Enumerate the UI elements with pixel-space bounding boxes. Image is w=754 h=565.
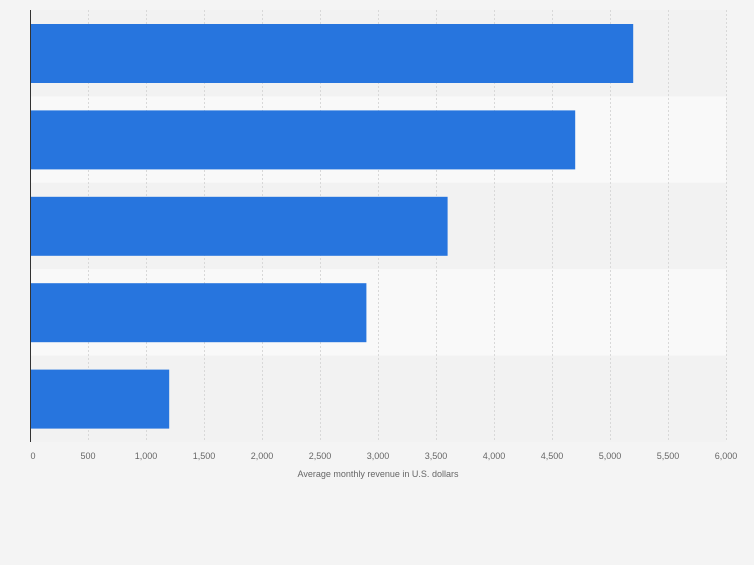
- x-tick-label: 0: [30, 451, 35, 461]
- x-tick-label: 3,500: [425, 451, 448, 461]
- bar: [30, 283, 367, 343]
- bars: [30, 24, 634, 429]
- x-tick-label: 6,000: [715, 451, 738, 461]
- x-tick-label: 5,500: [657, 451, 680, 461]
- x-tick-label: 1,500: [193, 451, 216, 461]
- bar: [30, 24, 634, 83]
- x-tick-label: 2,500: [309, 451, 332, 461]
- x-tick-label: 1,000: [135, 451, 158, 461]
- x-axis-label: Average monthly revenue in U.S. dollars: [298, 469, 459, 479]
- bar: [30, 110, 576, 170]
- x-tick-label: 4,500: [541, 451, 564, 461]
- x-tick-label: 500: [80, 451, 95, 461]
- x-tick-label: 2,000: [251, 451, 274, 461]
- bar: [30, 196, 448, 256]
- x-tick-label: 4,000: [483, 451, 506, 461]
- x-tick-label: 3,000: [367, 451, 390, 461]
- bar: [30, 369, 170, 429]
- x-tick-labels: 0 500 1,000 1,500 2,000 2,500 3,000 3,500 4,000 4…: [30, 451, 737, 461]
- x-tick-label: 5,000: [599, 451, 622, 461]
